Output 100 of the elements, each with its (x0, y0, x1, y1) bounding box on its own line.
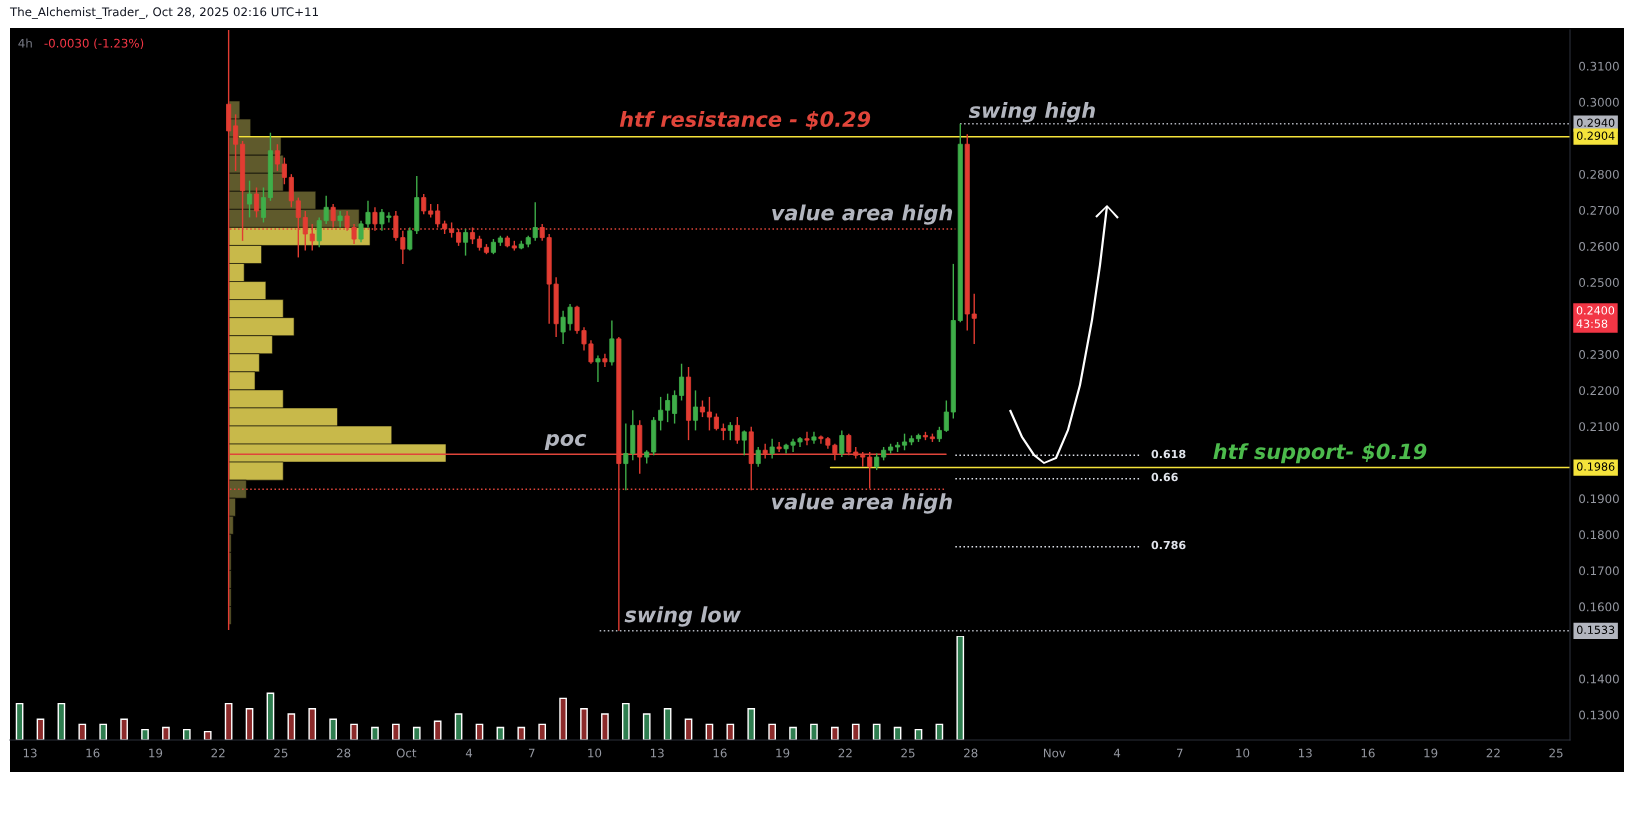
x-tick-label: 13 (650, 748, 664, 758)
x-tick-label: 16 (1361, 748, 1375, 758)
y-tick-label: 0.2800 (1579, 169, 1619, 179)
bar (517, 726, 526, 740)
bar (454, 713, 463, 740)
candlestick (260, 186, 266, 224)
candlestick (839, 429, 845, 458)
x-tick-label: 10 (588, 748, 602, 758)
bar (642, 713, 651, 740)
x-tick-label: 13 (23, 748, 37, 758)
y-tick-label: 0.2600 (1579, 241, 1619, 251)
candlestick (253, 186, 260, 219)
x-tick-label: 16 (86, 748, 100, 758)
candlestick (658, 396, 664, 432)
x-tick-label: 22 (838, 748, 852, 758)
candlestick (727, 421, 733, 441)
bar (559, 697, 567, 740)
bar (538, 723, 547, 740)
candlestick (804, 431, 810, 446)
annotation: value area high (771, 493, 952, 514)
x-tick-label: 22 (211, 748, 225, 758)
bar (433, 720, 442, 740)
bar (601, 713, 609, 740)
y-tick-label: 0.1300 (1579, 710, 1619, 720)
bar (141, 728, 149, 740)
annotation: swing low (624, 606, 741, 627)
candlestick (233, 113, 239, 172)
bar (851, 723, 860, 740)
x-tick-label: Nov (1043, 748, 1066, 758)
candlestick (943, 399, 949, 433)
x-tick-label: 25 (274, 748, 288, 758)
y-tick-label: 0.1600 (1579, 602, 1619, 612)
x-tick-label: 7 (1176, 748, 1183, 758)
y-tick-label: 0.3100 (1579, 61, 1619, 71)
y-tick-label: 0.2100 (1579, 422, 1619, 432)
annotation: 0.66 (1151, 472, 1178, 482)
y-tick-label: 0.1700 (1579, 566, 1619, 576)
x-tick-label: 7 (528, 748, 535, 758)
candlestick (741, 429, 747, 456)
candlestick (302, 210, 308, 252)
bar (99, 723, 108, 740)
x-tick-label: 28 (336, 748, 351, 758)
annotation: htf support- $0.19 (1213, 443, 1427, 464)
annotation: 0.618 (1151, 449, 1186, 459)
text: 4h (18, 38, 32, 48)
ref-line-label: 0.1986 (1576, 462, 1615, 471)
x-tick-label: Oct (396, 748, 417, 758)
candlestick (288, 173, 294, 209)
bar (392, 723, 400, 740)
candlestick (679, 363, 685, 402)
x-tick-label: 19 (776, 748, 790, 758)
text: 0.2400 43:58 (1576, 306, 1615, 328)
y-tick-label: 0.2500 (1579, 278, 1619, 287)
candlestick (281, 156, 287, 185)
candlestick (734, 416, 740, 445)
bar (810, 723, 818, 740)
y-tick-label: 0.1800 (1579, 530, 1619, 540)
bar (245, 708, 254, 740)
candlestick (337, 210, 343, 229)
y-tick-label: 0.2700 (1579, 205, 1619, 215)
y-tick-label: 0.2300 (1579, 350, 1619, 360)
candlestick (595, 354, 601, 383)
bar (747, 708, 756, 740)
annotation: 0.786 (1151, 540, 1186, 550)
candlestick (609, 319, 615, 367)
ref-line-label: 0.1533 (1576, 625, 1615, 635)
x-tick-label: 25 (1549, 748, 1563, 758)
candlestick (706, 396, 712, 432)
bar (768, 723, 776, 740)
candlestick (665, 392, 671, 423)
ref-line-label: 0.2904 (1576, 131, 1615, 140)
bar (287, 713, 296, 740)
x-tick-label: 25 (901, 748, 915, 758)
x-tick-label: 4 (1113, 748, 1121, 758)
bar (350, 723, 358, 740)
candlestick (755, 446, 761, 468)
x-tick-label: 22 (1486, 748, 1500, 758)
x-tick-label: 28 (964, 748, 978, 758)
bar (789, 726, 797, 740)
bar (308, 708, 317, 740)
bar (371, 726, 379, 740)
text: The_Alchemist_Trader_, Oct 28, 2025 02:16 UTC+11 (9, 7, 318, 19)
candlestick (672, 389, 678, 425)
bar (663, 708, 672, 740)
bar (203, 730, 212, 740)
candlestick (274, 143, 280, 172)
candlestick (769, 438, 775, 460)
bar (956, 636, 965, 740)
bar (78, 723, 87, 740)
x-tick-label: 19 (1424, 748, 1438, 758)
bar (329, 718, 337, 740)
bar (162, 726, 170, 740)
annotation: value area high (772, 204, 953, 225)
bar (182, 728, 191, 740)
annotation: swing high (968, 101, 1095, 123)
y-tick-label: 0.2200 (1579, 386, 1619, 396)
x-tick-label: 16 (713, 748, 727, 758)
x-tick-label: 4 (465, 748, 473, 758)
y-tick-label: 0.1400 (1579, 674, 1619, 684)
bar (120, 718, 128, 740)
